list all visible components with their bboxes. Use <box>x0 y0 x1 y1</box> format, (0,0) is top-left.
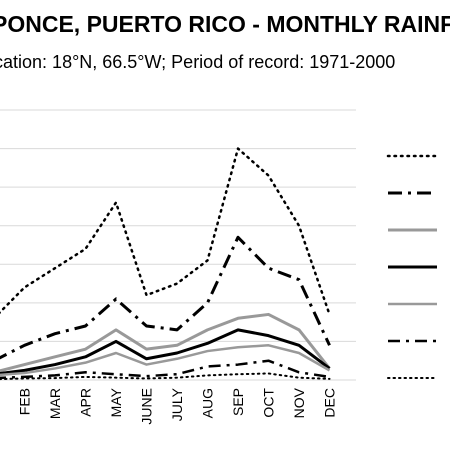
legend <box>386 154 439 379</box>
x-tick-label: DEC <box>322 388 338 418</box>
x-tick-label: JUNE <box>139 388 155 425</box>
x-tick-label: FEB <box>17 388 33 415</box>
x-tick-label: SEP <box>230 388 246 416</box>
x-tick-label: OCT <box>261 388 277 418</box>
grid-lines <box>0 109 356 381</box>
chart-subtitle: Location: 18°N, 66.5°W; Period of record… <box>0 52 395 72</box>
x-tick-label: APR <box>78 388 94 417</box>
x-tick-label: MAY <box>108 387 124 417</box>
x-tick-label: JAN <box>0 388 2 414</box>
series-line-4 <box>0 328 331 375</box>
x-tick-label: JULY <box>169 387 185 421</box>
series-line-1 <box>0 147 331 316</box>
series-line-3 <box>0 312 331 373</box>
series-line-7 <box>0 372 331 381</box>
series-line-2 <box>0 235 331 360</box>
series-line-5 <box>0 344 331 377</box>
x-axis-tick-labels: JAN FEB MAR APR MAY JUNE JULY AUG SEP OCT NOV DEC <box>0 387 338 424</box>
series-lines <box>0 147 331 381</box>
chart-title: PONCE, PUERTO RICO - MONTHLY RAINFALL <box>0 11 450 37</box>
x-tick-label: MAR <box>47 388 63 419</box>
series-line-6 <box>0 359 330 380</box>
x-tick-label: NOV <box>291 387 307 418</box>
x-tick-label: AUG <box>200 388 216 418</box>
